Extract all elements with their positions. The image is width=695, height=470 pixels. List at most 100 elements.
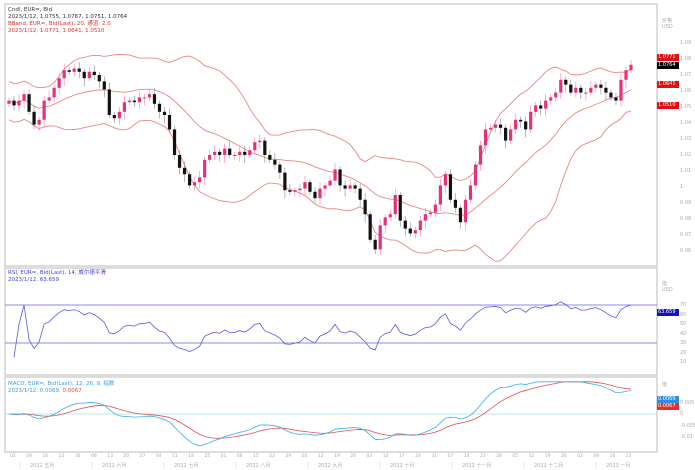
candle bbox=[363, 199, 367, 215]
candle bbox=[574, 87, 578, 93]
x-day-tick: 19 bbox=[334, 454, 340, 459]
candle bbox=[559, 79, 563, 93]
rsi-line bbox=[13, 301, 632, 358]
rsi-tick: 20 bbox=[680, 349, 687, 356]
x-month-label: 2023 一月 bbox=[606, 463, 631, 469]
x-day-tick: 23 bbox=[58, 454, 65, 459]
candle bbox=[554, 92, 558, 98]
candle bbox=[579, 87, 583, 93]
candle bbox=[72, 68, 76, 72]
candle bbox=[233, 155, 237, 156]
candle bbox=[388, 214, 392, 218]
candle bbox=[368, 214, 372, 240]
macd-tick: 0.005 bbox=[680, 399, 695, 406]
candle bbox=[97, 75, 101, 82]
candle bbox=[624, 70, 628, 80]
x-day-tick: 05 bbox=[512, 454, 519, 459]
candle bbox=[62, 70, 66, 79]
macd-legend-title: MACD, EUR=, Bid(Last), 12, 26, 9, 指数 bbox=[8, 381, 115, 387]
candle bbox=[208, 155, 212, 160]
price-tick: 0.97 bbox=[680, 232, 692, 238]
x-day-tick: 10 bbox=[382, 454, 389, 459]
x-day-tick: 06 bbox=[91, 454, 97, 459]
candle bbox=[433, 204, 437, 213]
candle bbox=[413, 230, 417, 234]
price-tick: 1.04 bbox=[680, 120, 692, 126]
candle bbox=[192, 182, 197, 186]
price-tick: 1.08 bbox=[680, 56, 692, 62]
x-day-tick: 09 bbox=[26, 454, 32, 459]
candle bbox=[32, 111, 36, 125]
x-day-tick: 18 bbox=[188, 454, 194, 459]
x-day-tick: 14 bbox=[463, 454, 470, 459]
candle bbox=[92, 71, 96, 75]
candle bbox=[122, 102, 126, 112]
x-day-tick: 22 bbox=[269, 454, 276, 459]
candle bbox=[438, 185, 442, 205]
price-tick: 1.03 bbox=[680, 136, 692, 142]
candle bbox=[599, 84, 603, 88]
candle bbox=[604, 87, 608, 93]
x-day-tick: 26 bbox=[560, 454, 567, 459]
candle bbox=[323, 185, 327, 189]
candle bbox=[463, 199, 468, 223]
price-tick: 1.09 bbox=[680, 40, 692, 46]
candle bbox=[298, 188, 302, 191]
x-month-label: 2022 六月 bbox=[102, 463, 127, 469]
candle bbox=[448, 174, 453, 200]
macd-tag: 0.0069 bbox=[657, 396, 679, 403]
main-legend-ohlc: 2023/1/12, 1.0755, 1.0767, 1.0751, 1.076… bbox=[8, 14, 128, 20]
price-tick: 0.98 bbox=[680, 216, 692, 222]
candle bbox=[509, 129, 513, 141]
candle bbox=[418, 220, 422, 231]
price-tick: 0.96 bbox=[680, 248, 692, 254]
x-day-tick: 26 bbox=[350, 454, 357, 459]
price-tick: 1 bbox=[680, 184, 684, 190]
x-day-tick: 31 bbox=[431, 454, 438, 459]
candle bbox=[453, 199, 458, 208]
rsi-tag: 63.659 bbox=[657, 309, 679, 316]
x-month-label: 2022 十二月 bbox=[534, 463, 564, 469]
macd-line bbox=[8, 381, 632, 447]
price-tick: 1.05 bbox=[680, 104, 692, 110]
x-month-label: 2022 八月 bbox=[246, 463, 271, 469]
candle bbox=[398, 195, 402, 221]
candle bbox=[167, 115, 172, 130]
rsi-legend-value: 2023/1/12, 63.659 bbox=[8, 277, 59, 283]
candle bbox=[127, 100, 131, 103]
candle bbox=[539, 105, 543, 109]
candle bbox=[519, 119, 523, 122]
bband-legend-values: 2023/1/12, 1.0771, 1.0641, 1.0510 bbox=[8, 28, 105, 34]
candle bbox=[308, 182, 312, 192]
macd-axis-title: 值 bbox=[662, 382, 668, 388]
candle bbox=[278, 164, 282, 173]
candle bbox=[87, 71, 91, 79]
last-price-tag: 1.0764 bbox=[657, 62, 679, 69]
candle bbox=[594, 84, 598, 88]
candle bbox=[268, 155, 272, 160]
candle bbox=[619, 79, 623, 101]
candle bbox=[17, 100, 21, 106]
candle bbox=[473, 164, 478, 186]
candle bbox=[393, 195, 397, 215]
candle bbox=[544, 100, 548, 109]
candle bbox=[172, 129, 177, 155]
x-day-tick: 23 bbox=[625, 454, 632, 459]
candle bbox=[549, 97, 553, 101]
candle bbox=[333, 169, 337, 181]
candle bbox=[147, 94, 152, 98]
x-month-label: 2022 十月 bbox=[390, 463, 415, 469]
candle bbox=[584, 92, 588, 94]
candle bbox=[243, 151, 247, 155]
bband-legend-title: BBand, EUR=, Bid(Last), 20, 通道: 2.0 bbox=[8, 21, 111, 27]
candle bbox=[313, 191, 317, 199]
candle bbox=[238, 151, 242, 155]
candle bbox=[493, 124, 498, 128]
candle bbox=[213, 151, 217, 155]
candle bbox=[258, 140, 262, 143]
candle bbox=[423, 214, 427, 221]
candle bbox=[498, 124, 503, 128]
x-day-tick: 08 bbox=[236, 454, 243, 459]
x-day-tick: 30 bbox=[74, 454, 81, 459]
